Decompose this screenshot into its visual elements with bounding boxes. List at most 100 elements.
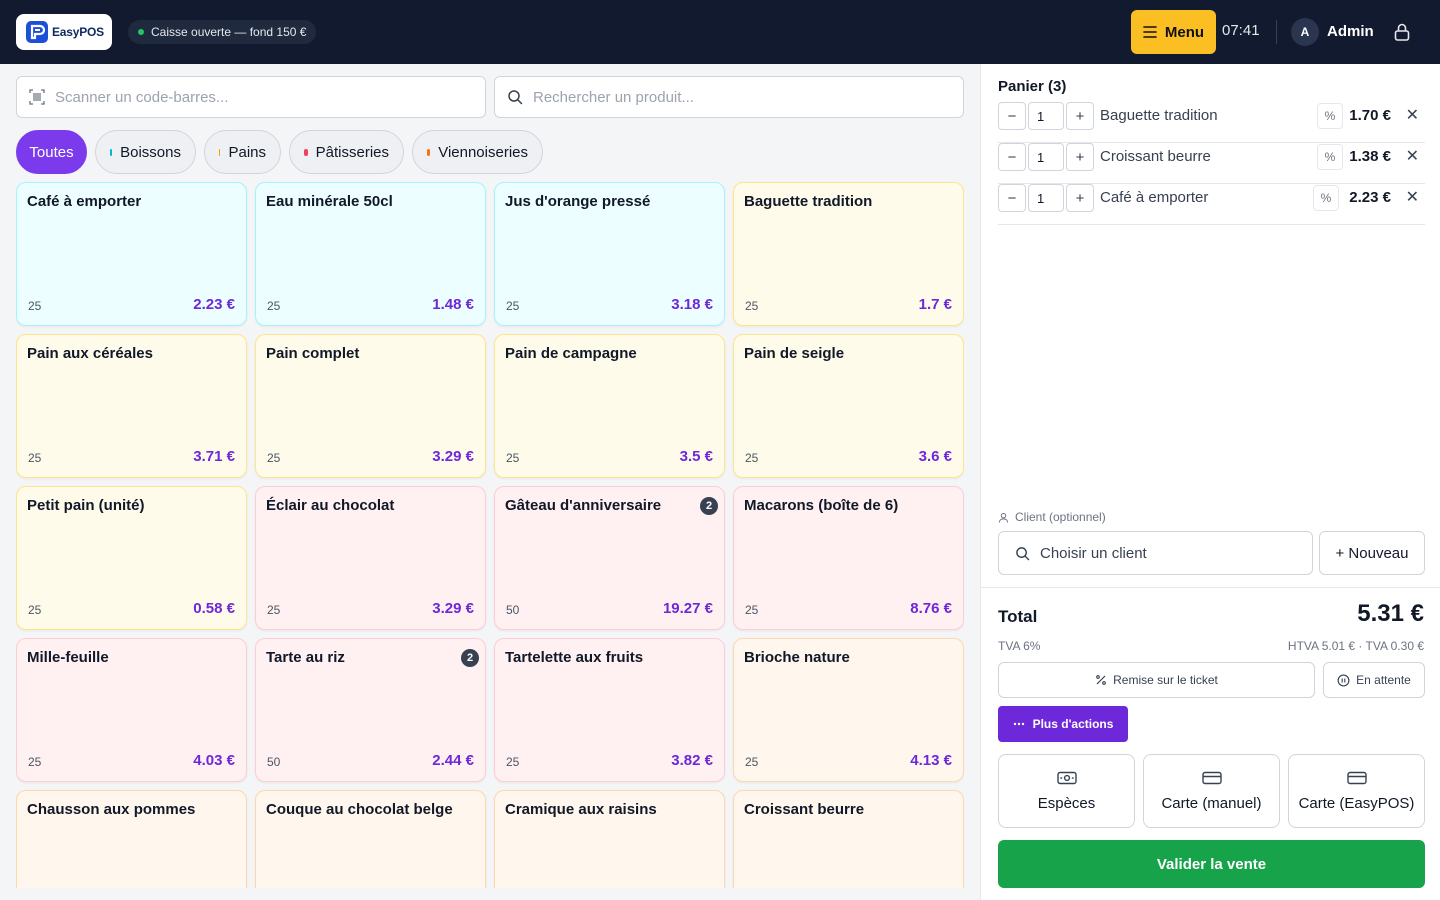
product-card[interactable]: Chausson aux pommes — [16, 790, 247, 888]
tva-rate: TVA 6% — [998, 639, 1041, 653]
cart-item-name: Croissant beurre — [1100, 148, 1211, 165]
increase-qty-button[interactable]: + — [1066, 102, 1094, 130]
product-price: 8.76 € — [910, 600, 952, 617]
product-name: Brioche nature — [744, 649, 850, 666]
category-chip-p-tisseries[interactable]: Pâtisseries — [289, 130, 404, 174]
product-card[interactable]: Pain complet 25 3.29 € — [255, 334, 486, 478]
product-card[interactable]: Jus d'orange pressé 25 3.18 € — [494, 182, 725, 326]
remove-item-icon[interactable]: ✕ — [1405, 148, 1419, 165]
category-label: Pâtisseries — [315, 143, 389, 161]
item-discount-button[interactable]: % — [1317, 144, 1343, 170]
product-card[interactable]: Pain aux céréales 25 3.71 € — [16, 334, 247, 478]
app-logo[interactable]: EasyPOS — [16, 14, 112, 50]
product-card[interactable]: Eau minérale 50cl 25 1.48 € — [255, 182, 486, 326]
qty-input[interactable]: 1 — [1028, 102, 1064, 130]
product-price: 3.18 € — [671, 296, 713, 313]
product-name: Jus d'orange pressé — [505, 193, 651, 210]
pay-card-easypos-button[interactable]: Carte (EasyPOS) — [1288, 754, 1425, 828]
product-stock: 25 — [28, 451, 42, 465]
product-name: Pain de seigle — [744, 345, 845, 362]
logo-icon — [26, 21, 48, 43]
product-name: Eau minérale 50cl — [266, 193, 393, 210]
product-card[interactable]: Petit pain (unité) 25 0.58 € — [16, 486, 247, 630]
product-stock: 25 — [506, 299, 520, 313]
category-chip-pains[interactable]: Pains — [204, 130, 281, 174]
cash-icon — [1056, 771, 1077, 784]
menu-button[interactable]: Menu — [1131, 10, 1216, 54]
product-stock: 25 — [28, 299, 42, 313]
more-actions-button[interactable]: Plus d'actions — [998, 706, 1128, 742]
item-discount-button[interactable]: % — [1313, 185, 1339, 211]
pay-cash-button[interactable]: Espèces — [998, 754, 1135, 828]
cart-item-price: 2.23 € — [1349, 189, 1391, 206]
product-count-badge: 2 — [700, 497, 718, 515]
pay-card-easypos-label: Carte (EasyPOS) — [1298, 794, 1415, 812]
product-card[interactable]: Tarte au riz 2 50 2.44 € — [255, 638, 486, 782]
product-card[interactable]: Couque au chocolat belge — [255, 790, 486, 888]
remove-item-icon[interactable]: ✕ — [1405, 107, 1419, 124]
product-price: 3.82 € — [671, 752, 713, 769]
pay-cash-label: Espèces — [1037, 794, 1096, 812]
hold-button[interactable]: En attente — [1323, 662, 1425, 698]
product-card[interactable]: Cramique aux raisins — [494, 790, 725, 888]
product-stock: 25 — [267, 451, 281, 465]
qty-input[interactable]: 1 — [1028, 184, 1064, 212]
divider — [981, 587, 1440, 588]
product-card[interactable]: Éclair au chocolat 25 3.29 € — [255, 486, 486, 630]
validate-sale-button[interactable]: Valider la vente — [998, 840, 1425, 888]
register-status-text: Caisse ouverte — fond 150 € — [151, 25, 307, 39]
pay-card-manual-button[interactable]: Carte (manuel) — [1143, 754, 1280, 828]
total-label: Total — [998, 607, 1038, 626]
user-name[interactable]: Admin — [1327, 23, 1374, 40]
user-icon — [998, 512, 1009, 523]
product-stock: 25 — [267, 603, 281, 617]
client-placeholder: Choisir un client — [1040, 544, 1147, 562]
product-card[interactable]: Pain de campagne 25 3.5 € — [494, 334, 725, 478]
product-price: 3.29 € — [432, 600, 474, 617]
product-card[interactable]: Macarons (boîte de 6) 25 8.76 € — [733, 486, 964, 630]
category-chip-boissons[interactable]: Boissons — [95, 130, 196, 174]
hamburger-icon — [1143, 26, 1157, 38]
cart-item: −1 + Croissant beurre% 1.38 € ✕ — [998, 143, 1425, 184]
register-status-badge: Caisse ouverte — fond 150 € — [128, 20, 317, 44]
lock-icon[interactable] — [1392, 22, 1412, 42]
product-card[interactable]: Pain de seigle 25 3.6 € — [733, 334, 964, 478]
ticket-discount-button[interactable]: Remise sur le ticket — [998, 662, 1315, 698]
increase-qty-button[interactable]: + — [1066, 143, 1094, 171]
product-card[interactable]: Gâteau d'anniversaire 2 50 19.27 € — [494, 486, 725, 630]
new-client-button[interactable]: + Nouveau — [1319, 531, 1425, 575]
decrease-qty-button[interactable]: − — [998, 184, 1026, 212]
client-label-text: Client (optionnel) — [1015, 510, 1106, 524]
product-search-input[interactable]: Rechercher un produit... — [494, 76, 964, 118]
remove-item-icon[interactable]: ✕ — [1405, 189, 1419, 206]
product-card[interactable]: Mille-feuille 25 4.03 € — [16, 638, 247, 782]
product-name: Petit pain (unité) — [27, 497, 145, 514]
item-discount-button[interactable]: % — [1317, 103, 1343, 129]
product-name: Mille-feuille — [27, 649, 109, 666]
category-chip-toutes[interactable]: Toutes — [16, 130, 87, 174]
product-stock: 25 — [745, 603, 759, 617]
barcode-scan-icon — [29, 89, 45, 105]
pay-card-manual-label: Carte (manuel) — [1161, 794, 1262, 812]
decrease-qty-button[interactable]: − — [998, 143, 1026, 171]
product-name: Pain aux céréales — [27, 345, 153, 362]
qty-input[interactable]: 1 — [1028, 143, 1064, 171]
barcode-input[interactable]: Scanner un code-barres... — [16, 76, 486, 118]
cart-item: −1 + Café à emporter% 2.23 € ✕ — [998, 184, 1425, 225]
avatar[interactable]: A — [1291, 18, 1319, 46]
category-label: Pains — [228, 143, 266, 161]
product-card[interactable]: Café à emporter 25 2.23 € — [16, 182, 247, 326]
tax-breakdown: HTVA 5.01 € · TVA 0.30 € — [1287, 639, 1424, 653]
product-card[interactable]: Croissant beurre — [733, 790, 964, 888]
product-card[interactable]: Tartelette aux fruits 25 3.82 € — [494, 638, 725, 782]
product-card[interactable]: Brioche nature 25 4.13 € — [733, 638, 964, 782]
cart-item-price: 1.70 € — [1349, 107, 1391, 124]
increase-qty-button[interactable]: + — [1066, 184, 1094, 212]
top-bar: EasyPOS Caisse ouverte — fond 150 € Menu… — [0, 0, 1440, 64]
client-select[interactable]: Choisir un client — [998, 531, 1313, 575]
decrease-qty-button[interactable]: − — [998, 102, 1026, 130]
product-name: Baguette tradition — [744, 193, 873, 210]
product-card[interactable]: Baguette tradition 25 1.7 € — [733, 182, 964, 326]
category-chip-viennoiseries[interactable]: Viennoiseries — [412, 130, 543, 174]
product-name: Café à emporter — [27, 193, 142, 210]
